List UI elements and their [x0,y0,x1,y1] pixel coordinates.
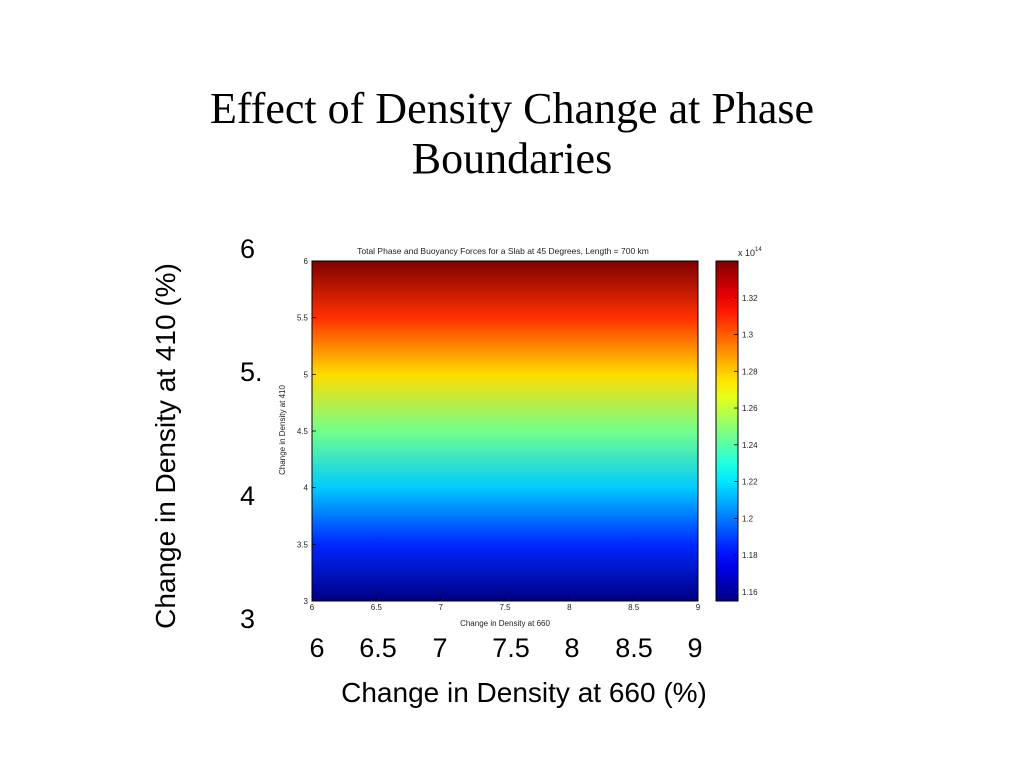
inner-y-tick-label: 3.5 [297,540,309,549]
inner-y-tick-label: 4 [304,484,309,493]
colorbar-tick-label: 1.28 [742,367,758,376]
inner-x-tick-label: 9 [696,603,701,612]
inner-x-tick-label: 7.5 [499,603,511,612]
outer-x-tick-7: 7 [432,633,448,663]
inner-x-tick-label: 6 [310,603,315,612]
colorbar-tick-label: 1.2 [742,514,754,523]
heatmap-area [311,260,699,602]
inner-chart-title: Total Phase and Buoyancy Forces for a Sl… [357,246,649,256]
colorbar-tick-label: 1.24 [742,441,758,450]
outer-x-tick-6-5: 6.5 [359,633,397,663]
colorbar-tick-label: 1.26 [742,404,758,413]
outer-x-tick-6: 6 [309,633,325,663]
inner-y-tick-label: 5.5 [297,314,309,323]
inner-y-axis-label: Change in Density at 410 [278,385,287,475]
colorbar-tick-label: 1.3 [742,331,754,340]
inner-x-tick-label: 8.5 [628,603,640,612]
inner-y-ticks: 3 3.5 4 4.5 5 5.5 6 [297,257,316,606]
outer-y-tick-5: 5. [240,357,263,387]
inner-y-tick-label: 5 [304,370,309,379]
inner-x-axis-label: Change in Density at 660 [460,619,550,628]
colorbar-tick-label: 1.16 [742,588,758,597]
slide-title: Effect of Density Change at Phase Bounda… [209,84,814,183]
y-axis-label: Change in Density at 410 (%) [150,263,181,629]
inner-x-tick-label: 8 [567,603,572,612]
outer-x-tick-9: 9 [687,633,703,663]
outer-x-tick-8: 8 [564,633,580,663]
inner-x-ticks: 6 6.5 7 7.5 8 8.5 9 [310,597,701,612]
outer-y-tick-6: 6 [240,234,256,264]
colorbar-multiplier-exponent: 14 [755,247,762,253]
outer-y-tick-4: 4 [240,481,256,511]
colorbar-tick-label: 1.32 [742,294,758,303]
x-axis-label: Change in Density at 660 (%) [341,677,707,708]
colorbar-multiplier-base: x 10 [738,248,755,258]
inner-x-tick-label: 6.5 [371,603,383,612]
outer-x-tick-8-5: 8.5 [615,633,653,663]
colorbar [715,260,739,602]
outer-y-tick-3: 3 [240,604,256,634]
outer-x-tick-7-5: 7.5 [492,633,530,663]
colorbar-tick-label: 1.18 [742,551,758,560]
inner-x-tick-label: 7 [438,603,443,612]
inner-y-tick-label: 3 [304,597,309,606]
inner-y-tick-label: 4.5 [297,427,309,436]
colorbar-ticks: 1.32 1.3 1.28 1.26 1.24 1.22 1.2 1.18 1.16 [734,294,758,597]
colorbar-multiplier: x 1014 [738,247,762,258]
inner-y-tick-label: 6 [304,257,309,266]
colorbar-tick-label: 1.22 [742,478,758,487]
